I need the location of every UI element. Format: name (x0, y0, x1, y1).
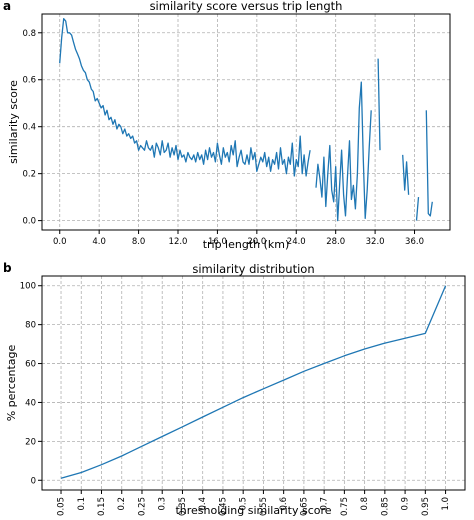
x-tick-label: 0.25 (137, 497, 147, 516)
x-tick-label: 0.3 (158, 497, 168, 511)
x-tick-label: 0.0 (53, 237, 67, 247)
series-line-segment (425, 110, 433, 217)
x-tick-label: 0.85 (380, 497, 390, 516)
x-tick-label: 32.0 (366, 237, 385, 247)
x-tick-label: 16.0 (208, 237, 227, 247)
x-tick-label: 0.2 (117, 497, 127, 511)
y-axis-label: similarity score (7, 80, 20, 164)
y-tick-label: 60 (25, 360, 36, 370)
x-tick-label: 36.0 (405, 237, 424, 247)
x-tick-label: 0.75 (340, 497, 350, 516)
y-tick-label: 0.2 (22, 170, 36, 180)
series-line-segment (415, 197, 420, 221)
panel-label: b (3, 261, 12, 275)
y-tick-label: 20 (25, 437, 36, 447)
x-tick-label: 0.65 (299, 497, 309, 516)
x-tick-label: 0.8 (360, 497, 370, 511)
x-tick-label: 0.55 (259, 497, 269, 516)
x-tick-label: 0.15 (97, 497, 107, 516)
x-tick-label: 4.0 (92, 237, 106, 247)
plot-frame (41, 13, 451, 231)
x-tick-label: 8.0 (132, 237, 146, 247)
x-tick-label: 0.4 (198, 497, 208, 511)
y-tick-label: 0.8 (22, 29, 36, 39)
series-line-segment (402, 154, 410, 195)
x-tick-label: 0.35 (178, 497, 188, 516)
x-tick-label: 28.0 (326, 237, 345, 247)
y-tick-label: 80 (25, 321, 36, 331)
x-tick-label: 20.0 (247, 237, 266, 247)
y-axis-label: % percentage (5, 344, 18, 421)
x-axis-label: trip length (km) (203, 238, 290, 251)
x-tick-label: 0.9 (401, 497, 411, 511)
x-tick-label: 0.1 (77, 497, 87, 511)
x-tick-label: 24.0 (287, 237, 306, 247)
series-line-segment (377, 58, 381, 151)
x-tick-label: 0.5 (239, 497, 249, 511)
y-tick-label: 0.0 (22, 217, 36, 227)
series-line-segment (59, 18, 311, 177)
x-tick-label: 12.0 (169, 237, 188, 247)
x-tick-label: 0.05 (57, 497, 67, 516)
x-tick-label: 0.45 (218, 497, 228, 516)
x-tick-label: 0.95 (421, 497, 431, 516)
x-tick-label: 0.6 (279, 497, 289, 511)
y-tick-label: 0.6 (22, 76, 36, 86)
chart-title: similarity distribution (192, 262, 314, 276)
chart-title: similarity score versus trip length (150, 0, 343, 13)
panel-label: a (3, 0, 11, 13)
x-axis-label: thresholding similarity score (175, 504, 331, 517)
y-tick-label: 40 (25, 398, 36, 408)
y-tick-label: 0.4 (22, 123, 36, 133)
series-line-segment (315, 81, 372, 222)
x-tick-label: 0.7 (320, 497, 330, 511)
y-tick-label: 0 (31, 476, 36, 486)
x-tick-label: 1.0 (441, 497, 451, 511)
series-line-segment (60, 285, 447, 479)
y-tick-label: 100 (20, 282, 36, 292)
plot-frame (41, 275, 466, 491)
